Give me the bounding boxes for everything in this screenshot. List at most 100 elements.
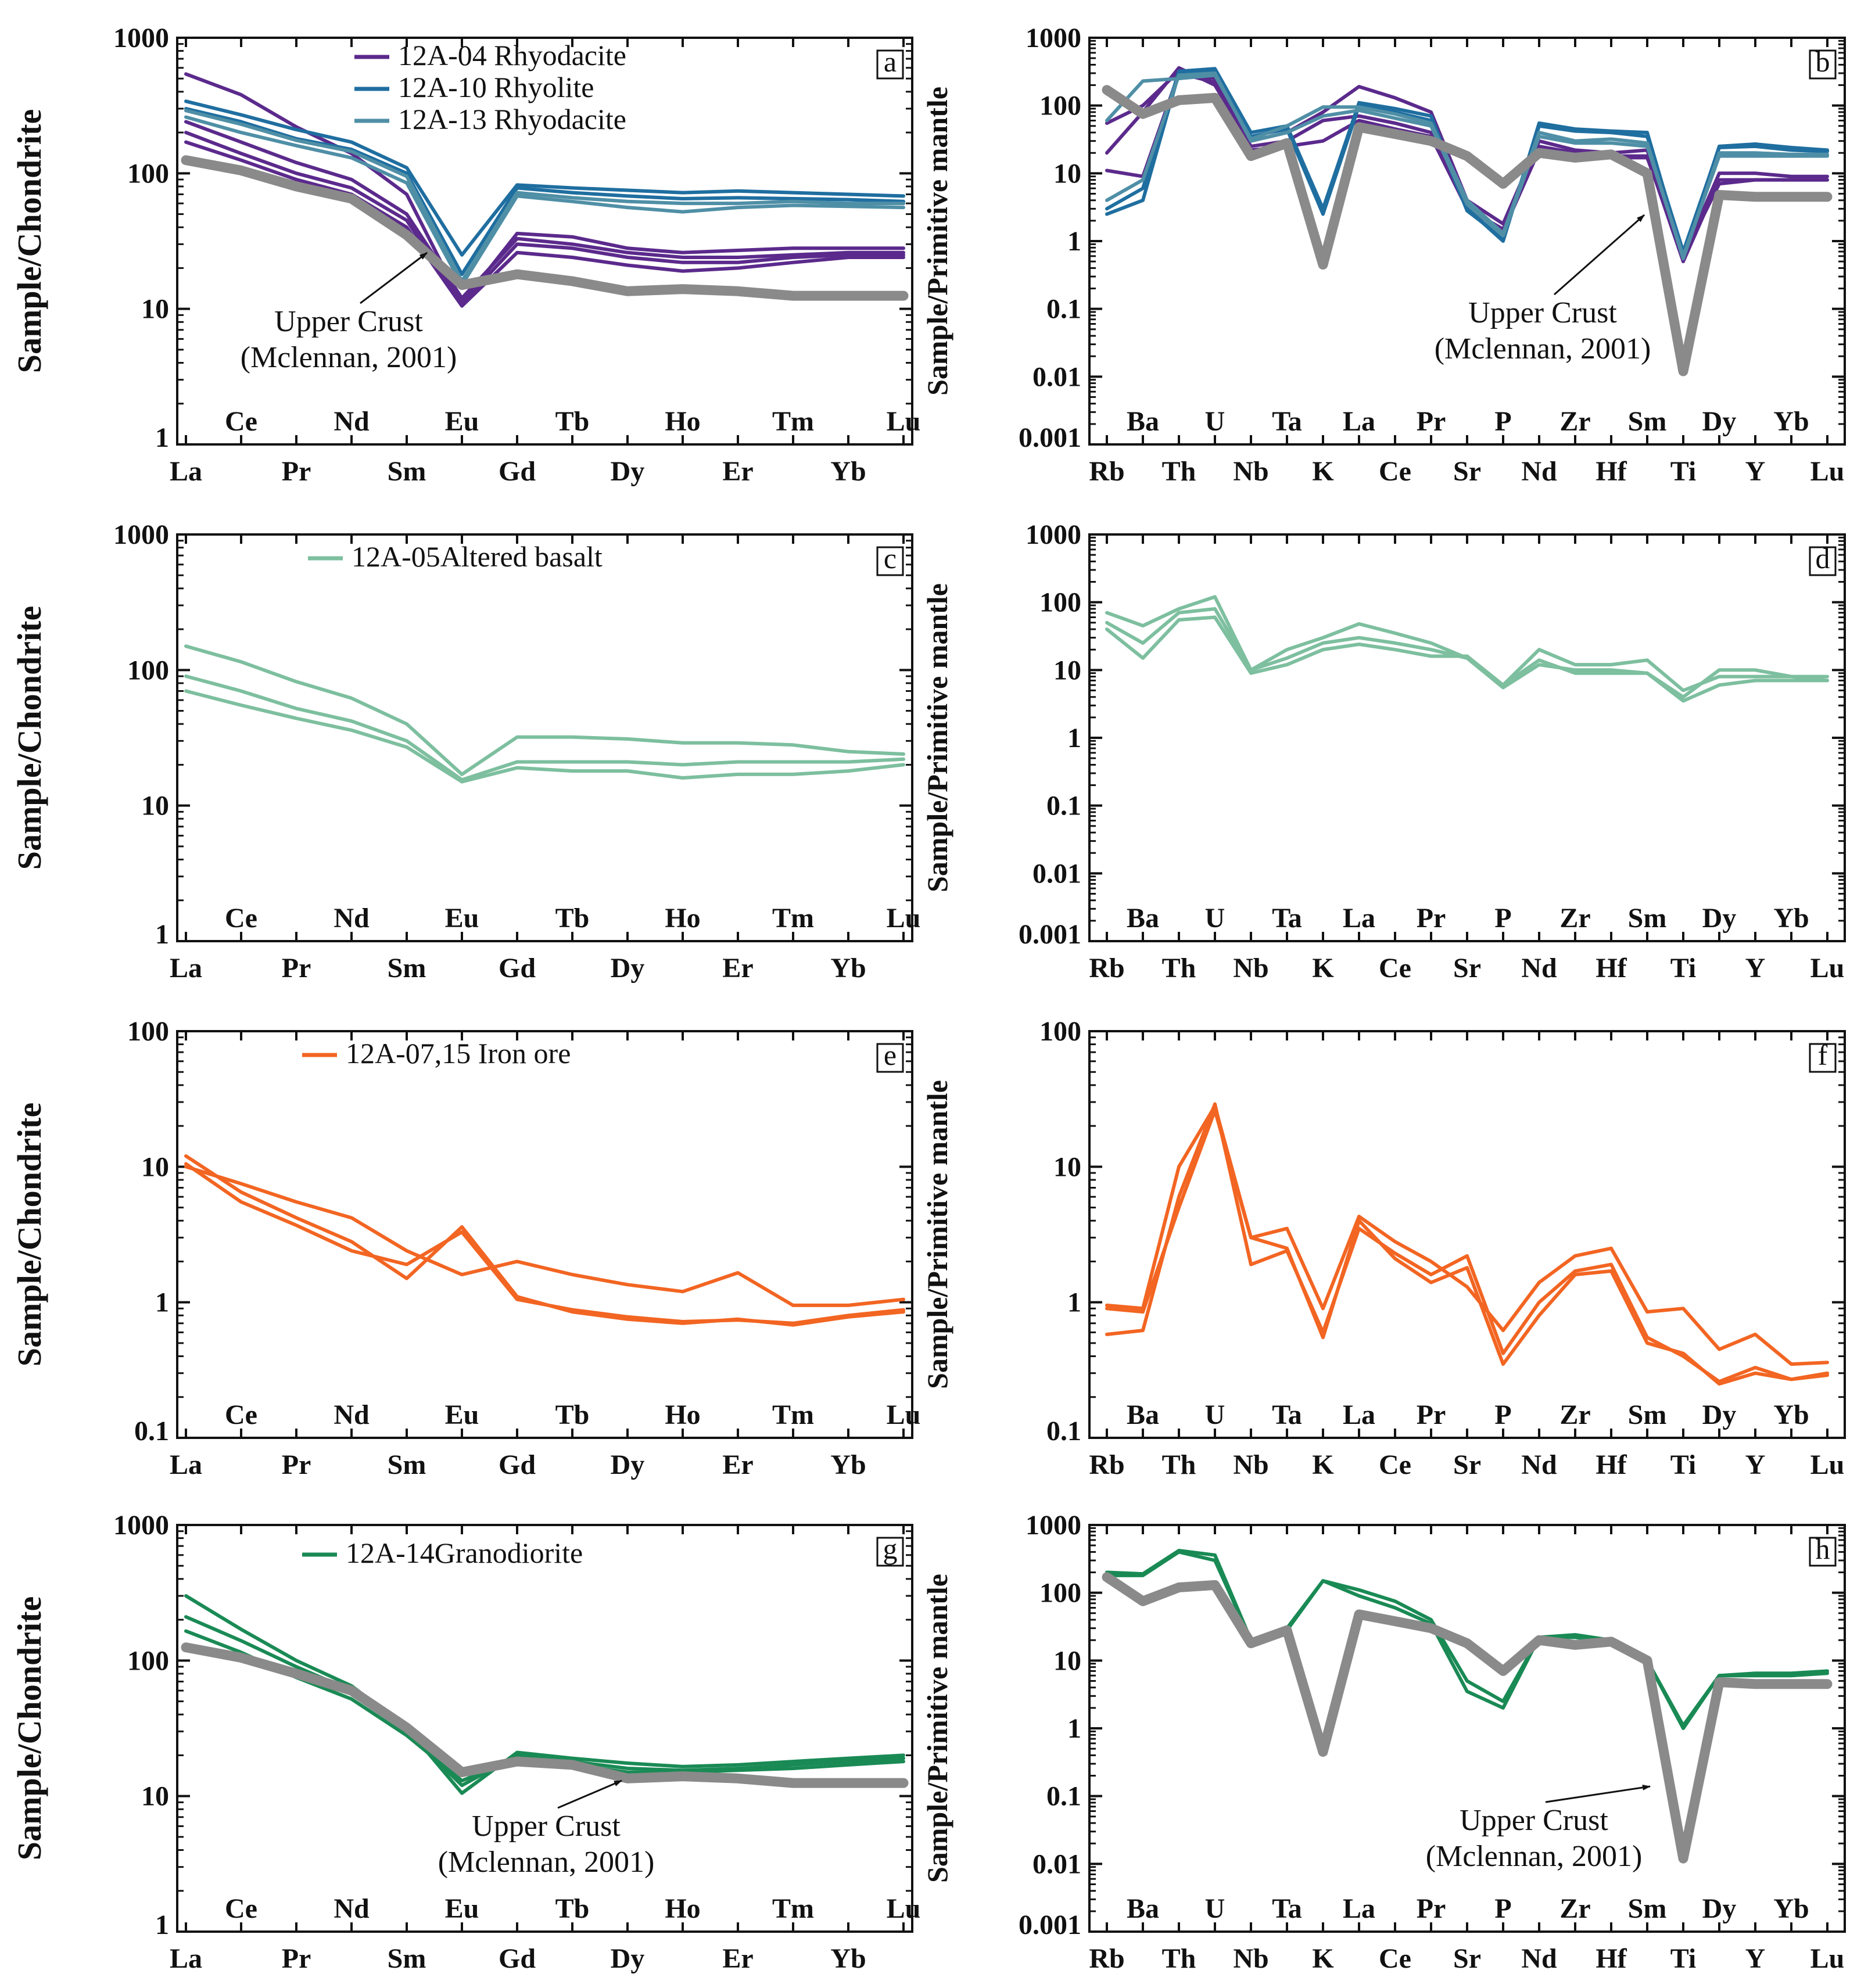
- x-tick-label-lower: Y: [1745, 1943, 1766, 1974]
- y-tick-label: 0.001: [1019, 1910, 1081, 1940]
- x-tick-label-lower: Lu: [1810, 1449, 1845, 1480]
- plot-area: [1105, 595, 1829, 703]
- x-tick-label-upper: Lu: [887, 1400, 921, 1430]
- panel-letter: h: [1816, 1533, 1830, 1565]
- x-tick-label-upper: Ba: [1127, 903, 1159, 934]
- x-tick-label-lower: Nd: [1521, 456, 1557, 487]
- annotation-line2: (Mclennan, 2001): [1426, 1840, 1643, 1873]
- legend-label: 12A-07,15 Iron ore: [346, 1037, 571, 1070]
- x-tick-label-upper: La: [1343, 406, 1375, 437]
- x-tick-label-lower: Ti: [1670, 1943, 1696, 1974]
- x-tick-label-lower: La: [170, 953, 202, 984]
- legend-label: 12A-13 Rhyodacite: [398, 103, 626, 135]
- legend: 12A-07,15 Iron ore: [302, 1037, 571, 1070]
- x-tick-label-upper: Nd: [334, 406, 370, 437]
- x-tick-label-lower: Gd: [499, 1449, 536, 1480]
- x-tick-label-upper: Eu: [445, 903, 479, 934]
- x-tick-label-upper: Nd: [334, 1400, 370, 1430]
- x-tick-label-upper: Ba: [1127, 1893, 1159, 1924]
- series-line: [1105, 1108, 1829, 1386]
- x-tick-label-upper: Ce: [225, 903, 257, 934]
- x-tick-label-lower: Lu: [1810, 953, 1845, 984]
- series-line: [184, 115, 905, 287]
- x-tick-label-lower: Gd: [499, 1943, 536, 1974]
- plot-area: [181, 72, 909, 308]
- x-tick-label-lower: La: [170, 1943, 202, 1974]
- panel-letter-box: [876, 1537, 904, 1567]
- x-tick-label-upper: La: [1343, 903, 1375, 934]
- y-axis-title: Sample/Primitive mantle: [921, 583, 953, 892]
- x-tick-label-lower: Ce: [1379, 1943, 1411, 1974]
- y-tick-label: 0.01: [1032, 1849, 1081, 1879]
- x-tick-label-upper: Pr: [1417, 1400, 1446, 1430]
- x-tick-label-lower: Ce: [1379, 456, 1411, 487]
- x-tick-label-upper: Yb: [1773, 1893, 1809, 1924]
- plot-area: [1102, 66, 1833, 376]
- x-tick-label-upper: Dy: [1702, 406, 1737, 437]
- y-tick-label: 1000: [113, 519, 169, 550]
- x-tick-label-lower: Sm: [388, 953, 426, 984]
- series-line: [1105, 71, 1829, 258]
- annotation-line1: Upper Crust: [1468, 296, 1617, 329]
- x-tick-label-lower: Pr: [282, 1449, 311, 1480]
- y-tick-label: 100: [127, 158, 169, 189]
- x-tick-label-upper: Yb: [1773, 406, 1809, 437]
- y-axis-title: Sample/Chondrite: [10, 606, 48, 870]
- x-tick-label-upper: Zr: [1559, 1400, 1590, 1430]
- x-tick-label-lower: Th: [1162, 1449, 1196, 1480]
- x-tick-label-lower: Dy: [611, 953, 645, 984]
- x-tick-label-lower: Nb: [1233, 456, 1268, 487]
- chart-panel-b: 1000 100 10 1 0.1 0.01 0.001 Ba U Ta La Pr P Zr Sm Dy Yb…: [921, 23, 1846, 487]
- y-tick-label: 0.1: [1046, 294, 1081, 325]
- x-tick-label-lower: Yb: [830, 1943, 866, 1974]
- x-tick-label-lower: Sr: [1453, 1449, 1481, 1480]
- x-tick-label-upper: Zr: [1559, 406, 1590, 437]
- panel-letter: f: [1818, 1039, 1828, 1071]
- reference-line-upper-crust: [181, 155, 909, 301]
- x-tick-label-upper: Ba: [1127, 406, 1159, 437]
- plot-frame: [176, 533, 913, 942]
- y-tick-label: 1000: [1026, 519, 1081, 550]
- series-line: [1105, 1550, 1829, 1730]
- x-tick-label-upper: Eu: [445, 406, 479, 437]
- annotation-arrow: [557, 1779, 622, 1809]
- x-tick-label-lower: Hf: [1595, 1449, 1627, 1480]
- x-tick-label-lower: Ce: [1379, 1449, 1411, 1480]
- x-tick-label-lower: Nb: [1233, 1943, 1268, 1974]
- y-tick-label: 1000: [1026, 1510, 1081, 1541]
- y-tick-label: 1000: [113, 1510, 169, 1541]
- x-tick-label-upper: P: [1494, 1400, 1511, 1430]
- x-tick-label-lower: K: [1312, 1943, 1333, 1974]
- annotation-line1: Upper Crust: [274, 305, 423, 338]
- x-tick-label-upper: Ce: [225, 406, 257, 437]
- y-tick-label: 1000: [1026, 23, 1081, 53]
- x-tick-label-lower: Sm: [388, 1943, 426, 1974]
- x-tick-label-lower: La: [170, 1449, 202, 1480]
- y-tick-label: 10: [141, 1781, 169, 1812]
- y-tick-label: 1: [1067, 226, 1081, 257]
- series-line: [184, 644, 905, 776]
- panel-letter-box: [1809, 49, 1837, 80]
- x-tick-label-lower: Gd: [499, 953, 536, 984]
- x-tick-label-lower: Th: [1162, 456, 1196, 487]
- x-tick-label-lower: Y: [1745, 1449, 1766, 1480]
- chart-panel-g: 1000 100 10 1 Ce Nd Eu Tb Ho Tm Lu La Pr Sm Gd Dy Er Yb Sa…: [10, 1510, 920, 1974]
- panel-letter: d: [1816, 542, 1830, 575]
- legend-label: 12A-10 Rhyolite: [398, 71, 594, 103]
- annotation-line2: (Mclennan, 2001): [241, 341, 457, 374]
- x-tick-label-lower: K: [1312, 953, 1333, 984]
- y-axis-title: Sample/Primitive mantle: [921, 1574, 953, 1883]
- x-tick-label-upper: Ta: [1272, 1400, 1302, 1430]
- x-tick-label-upper: Yb: [1773, 1400, 1809, 1430]
- x-tick-label-lower: Pr: [282, 1943, 311, 1974]
- panel-letter: e: [884, 1039, 897, 1071]
- x-tick-label-upper: Ho: [665, 1400, 700, 1430]
- x-tick-label-upper: Zr: [1559, 903, 1590, 934]
- series-line: [1105, 1102, 1829, 1384]
- x-tick-label-lower: Ti: [1670, 1449, 1696, 1480]
- plot-frame: [176, 1524, 913, 1933]
- series-line: [184, 674, 905, 782]
- panel-letter-box: [1809, 546, 1837, 576]
- annotation-line2: (Mclennan, 2001): [1435, 332, 1651, 365]
